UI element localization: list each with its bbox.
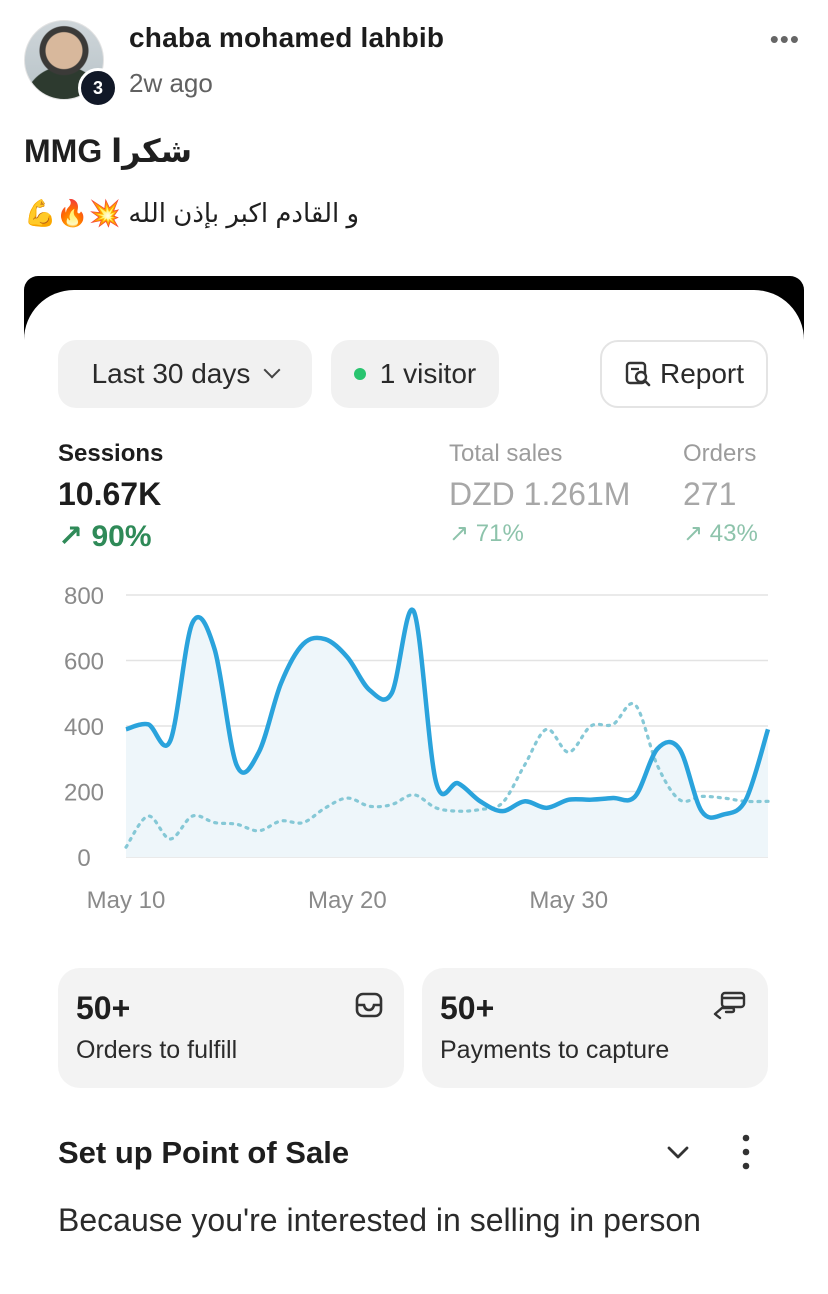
- y-tick-label: 0: [77, 845, 90, 872]
- metric-label: Orders: [683, 440, 757, 467]
- metric-label: Total sales: [449, 440, 563, 467]
- tile-value: 50+: [76, 990, 131, 1026]
- orders-to-fulfill-tile[interactable]: 50+ Orders to fulfill: [58, 968, 404, 1088]
- metric-change: ↗ 71%: [449, 520, 524, 547]
- live-dot-icon: [353, 368, 366, 380]
- y-tick-label: 600: [64, 649, 104, 676]
- metric-value: 271: [683, 476, 737, 512]
- post-timestamp: 2w ago: [129, 68, 213, 98]
- date-range-selector[interactable]: Last 30 days: [58, 340, 312, 408]
- metric-orders[interactable]: Orders 271 ↗ 43%: [683, 440, 758, 548]
- series-area: [126, 609, 768, 857]
- report-button[interactable]: Report: [600, 340, 768, 408]
- post-header: 3 chaba mohamed lahbib 2w ago •••: [22, 18, 812, 108]
- tile-value: 50+: [440, 990, 495, 1026]
- x-tick-label: May 30: [529, 887, 608, 914]
- avatar-badge: 3: [78, 68, 118, 108]
- report-icon: [625, 361, 651, 387]
- metric-change: ↗ 43%: [683, 520, 758, 547]
- x-tick-label: May 10: [87, 887, 166, 914]
- more-vertical-icon[interactable]: [736, 1132, 756, 1172]
- metric-value: 10.67K: [58, 476, 162, 512]
- visitor-label: 1 visitor: [379, 358, 477, 389]
- metric-total-sales[interactable]: Total sales DZD 1.261M ↗ 71%: [449, 440, 630, 548]
- more-horizontal-icon[interactable]: •••: [769, 24, 800, 54]
- x-tick-label: May 20: [308, 887, 387, 914]
- tile-label: Orders to fulfill: [76, 1036, 238, 1064]
- sessions-chart[interactable]: 0 200 400 600 800 May 10 May 20 May 30: [48, 575, 778, 925]
- post-image[interactable]: Last 30 days 1 visitor Report Sessions 1…: [24, 276, 804, 1294]
- date-range-label: Last 30 days: [91, 358, 251, 389]
- live-visitors-pill[interactable]: 1 visitor: [331, 340, 499, 408]
- inbox-icon: [355, 992, 383, 1018]
- chevron-down-icon: [263, 361, 281, 379]
- post-author[interactable]: chaba mohamed lahbib: [129, 22, 445, 53]
- tile-label: Payments to capture: [440, 1036, 670, 1064]
- y-tick-label: 800: [64, 583, 104, 610]
- analytics-card: Last 30 days 1 visitor Report Sessions 1…: [24, 290, 804, 1294]
- payments-to-capture-tile[interactable]: 50+ Payments to capture: [422, 968, 768, 1088]
- avatar[interactable]: [24, 20, 104, 100]
- metric-label: Sessions: [58, 440, 164, 467]
- metric-sessions[interactable]: Sessions 10.67K ↗ 90%: [58, 440, 163, 554]
- report-label: Report: [659, 358, 745, 389]
- post-text-line-2: و القادم اكبر بإذن الله 💥🔥💪: [24, 198, 360, 228]
- hand-card-icon: [713, 991, 746, 1020]
- post-text-line-1: شكرا MMG: [24, 133, 193, 169]
- series-sessions-line: [125, 607, 771, 820]
- y-tick-label: 400: [64, 714, 104, 741]
- setup-pos-title[interactable]: Set up Point of Sale: [58, 1135, 350, 1170]
- series-comparison-line: [124, 701, 770, 849]
- metric-change: ↗ 90%: [58, 520, 152, 553]
- chevron-down-icon[interactable]: [664, 1140, 692, 1164]
- setup-pos-description: Because you're interested in selling in …: [58, 1202, 701, 1238]
- y-tick-label: 200: [64, 780, 104, 807]
- metric-value: DZD 1.261M: [449, 476, 631, 512]
